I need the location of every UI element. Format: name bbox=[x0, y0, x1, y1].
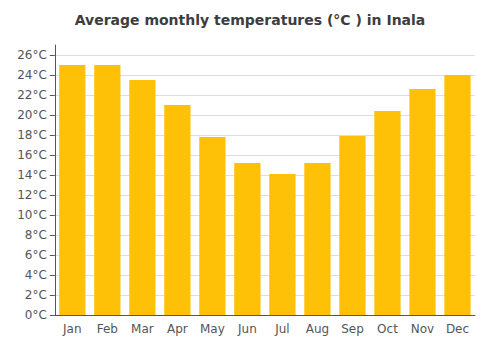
svg-text:Nov: Nov bbox=[411, 322, 434, 336]
svg-text:22°C: 22°C bbox=[17, 88, 47, 102]
svg-text:10°C: 10°C bbox=[17, 208, 47, 222]
svg-text:4°C: 4°C bbox=[25, 268, 47, 282]
svg-text:Dec: Dec bbox=[446, 322, 469, 336]
svg-text:Apr: Apr bbox=[167, 322, 188, 336]
svg-text:6°C: 6°C bbox=[25, 248, 47, 262]
svg-text:Jun: Jun bbox=[237, 322, 257, 336]
svg-text:26°C: 26°C bbox=[17, 48, 47, 62]
svg-text:May: May bbox=[200, 322, 225, 336]
svg-text:Aug: Aug bbox=[306, 322, 329, 336]
svg-text:16°C: 16°C bbox=[17, 148, 47, 162]
svg-text:20°C: 20°C bbox=[17, 108, 47, 122]
svg-text:14°C: 14°C bbox=[17, 168, 47, 182]
svg-text:Jul: Jul bbox=[274, 322, 289, 336]
svg-text:Average monthly temperatures (: Average monthly temperatures (°C ) in In… bbox=[75, 12, 426, 28]
svg-text:Jan: Jan bbox=[62, 322, 82, 336]
svg-text:Feb: Feb bbox=[97, 322, 118, 336]
svg-text:12°C: 12°C bbox=[17, 188, 47, 202]
svg-text:8°C: 8°C bbox=[25, 228, 47, 242]
svg-text:Mar: Mar bbox=[131, 322, 154, 336]
svg-text:24°C: 24°C bbox=[17, 68, 47, 82]
svg-text:18°C: 18°C bbox=[17, 128, 47, 142]
svg-text:0°C: 0°C bbox=[25, 308, 47, 322]
svg-text:2°C: 2°C bbox=[25, 288, 47, 302]
svg-text:Sep: Sep bbox=[341, 322, 364, 336]
svg-text:Oct: Oct bbox=[377, 322, 398, 336]
